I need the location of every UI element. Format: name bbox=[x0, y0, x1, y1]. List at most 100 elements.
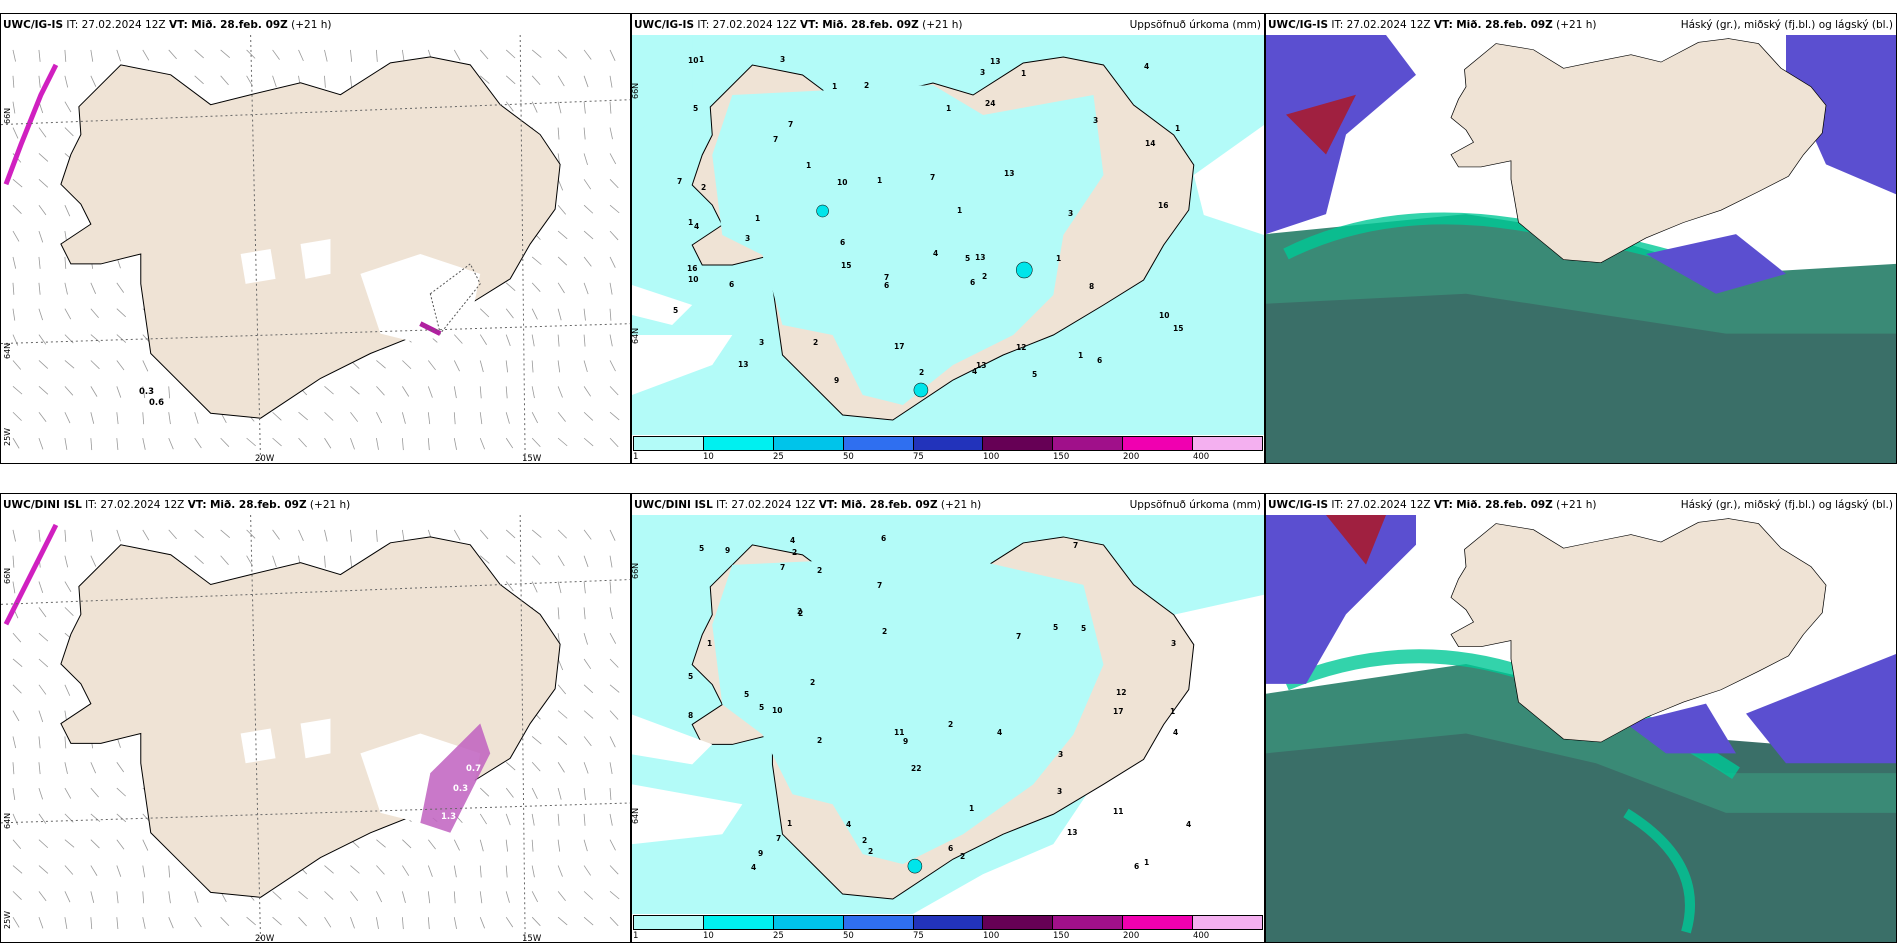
wind-barb bbox=[557, 308, 562, 321]
wind-barb bbox=[168, 891, 171, 904]
colorbar-tick-label: 50 bbox=[843, 452, 854, 462]
wind-barb bbox=[324, 411, 334, 421]
wind-barb bbox=[116, 917, 119, 930]
wind-barb bbox=[376, 865, 385, 875]
wind-barb bbox=[38, 710, 44, 723]
wind-barb bbox=[38, 736, 41, 749]
wind-barb bbox=[90, 839, 100, 849]
wind-barb bbox=[324, 75, 326, 88]
cloud-map-svg bbox=[1266, 515, 1896, 942]
value-label: 1.3 bbox=[441, 812, 457, 822]
panel-field-label: Háský (gr.), miðský (fj.bl.) og lágský (… bbox=[1680, 19, 1893, 31]
colorbar-tick-label: 150 bbox=[1053, 931, 1070, 941]
wind-barb bbox=[64, 917, 68, 929]
panel-title: UWC/DINI ISL IT: 27.02.2024 12Z VT: Mið.… bbox=[3, 499, 351, 511]
colorbar-tick-label: 50 bbox=[843, 931, 854, 941]
wind-barb bbox=[12, 282, 15, 295]
wind-barb bbox=[38, 282, 41, 295]
precip-value-label: 13 bbox=[975, 253, 986, 262]
precip-value-label: 3 bbox=[1058, 750, 1064, 759]
wind-barb bbox=[505, 529, 516, 539]
wind-barb bbox=[505, 916, 514, 928]
wind-barb bbox=[479, 308, 490, 318]
precip-value-label: 2 bbox=[797, 607, 803, 616]
wind-barb bbox=[194, 49, 204, 59]
panel-field-label: Uppsöfnuð úrkoma (mm) bbox=[1129, 499, 1261, 511]
wind-barb bbox=[12, 204, 22, 214]
lat-label-25w: 25W bbox=[3, 910, 12, 929]
wind-barb bbox=[583, 308, 586, 321]
wind-barb bbox=[583, 710, 594, 719]
wind-barb bbox=[427, 865, 433, 877]
precip-value-label: 1 bbox=[877, 176, 883, 185]
colorbar-swatch bbox=[1123, 437, 1194, 450]
wind-barb bbox=[64, 75, 69, 88]
precip-value-label: 10 bbox=[688, 275, 699, 284]
wind-barb bbox=[609, 529, 616, 541]
wind-barb bbox=[531, 736, 542, 745]
precip-value-label: 5 bbox=[699, 544, 705, 553]
colorbar-tick-label: 75 bbox=[912, 452, 924, 462]
precip-value-label: 9 bbox=[725, 546, 731, 555]
wind-barb bbox=[583, 334, 586, 347]
wind-barb bbox=[609, 555, 613, 568]
wind-barb bbox=[116, 334, 127, 343]
wind-barb bbox=[38, 179, 49, 188]
wind-barb bbox=[531, 813, 535, 826]
wind-barb bbox=[557, 360, 561, 373]
colorbar-swatches bbox=[633, 436, 1263, 451]
wind-barb bbox=[142, 865, 146, 878]
wind-barb bbox=[583, 101, 586, 114]
precip-value-label: 1 bbox=[806, 161, 812, 170]
colorbar-swatches bbox=[633, 915, 1263, 930]
precip-value-label: 16 bbox=[1158, 201, 1169, 210]
precip-value-label: 2 bbox=[810, 678, 816, 687]
wind-barb bbox=[350, 891, 359, 902]
wind-barb bbox=[12, 360, 22, 370]
precip-value-label: 4 bbox=[972, 367, 978, 376]
wind-barb bbox=[583, 658, 592, 670]
precip-value-label: 5 bbox=[1081, 624, 1087, 633]
wind-barb bbox=[220, 75, 229, 86]
wind-barb bbox=[557, 607, 560, 620]
wind-barb bbox=[557, 256, 568, 266]
wind-barb bbox=[272, 75, 277, 88]
precip-value-label: 4 bbox=[846, 820, 852, 829]
wind-barb bbox=[64, 49, 67, 62]
wind-barb bbox=[609, 204, 620, 214]
precip-value-label: 5 bbox=[688, 672, 694, 681]
wind-barb bbox=[220, 49, 230, 58]
wind-barb bbox=[505, 839, 508, 852]
wind-barb bbox=[194, 412, 199, 424]
wind-barb bbox=[350, 917, 355, 929]
wind-barb bbox=[12, 75, 15, 88]
wind-barb bbox=[90, 360, 100, 370]
wind-barb bbox=[531, 787, 538, 799]
wind-barb bbox=[531, 386, 535, 399]
wind-barb bbox=[609, 230, 619, 241]
lon-label-20w: 20W bbox=[255, 934, 275, 943]
wind-barb bbox=[64, 891, 71, 903]
wind-barb bbox=[298, 891, 308, 900]
wind-barb bbox=[246, 555, 253, 567]
wind-barb bbox=[479, 360, 484, 373]
colorbar-swatch bbox=[773, 437, 844, 450]
wind-barb bbox=[557, 230, 568, 240]
lon-label-20w: 20W bbox=[255, 454, 275, 464]
wind-barb bbox=[401, 917, 404, 930]
precip-value-label: 2 bbox=[792, 548, 798, 557]
wind-barb bbox=[298, 437, 307, 448]
wind-barb bbox=[402, 386, 410, 397]
wind-barb bbox=[90, 386, 98, 397]
wind-barb bbox=[38, 658, 49, 668]
wind-barb bbox=[142, 917, 146, 929]
wind-barb bbox=[531, 412, 539, 424]
wind-barb bbox=[402, 839, 412, 849]
wind-barb bbox=[531, 360, 534, 373]
wind-barb bbox=[609, 256, 616, 268]
wind-barb bbox=[531, 529, 542, 538]
value-label: 0.3 bbox=[453, 784, 469, 794]
wind-barb bbox=[324, 386, 334, 395]
wind-barb bbox=[90, 49, 94, 62]
wind-barb bbox=[350, 865, 360, 874]
